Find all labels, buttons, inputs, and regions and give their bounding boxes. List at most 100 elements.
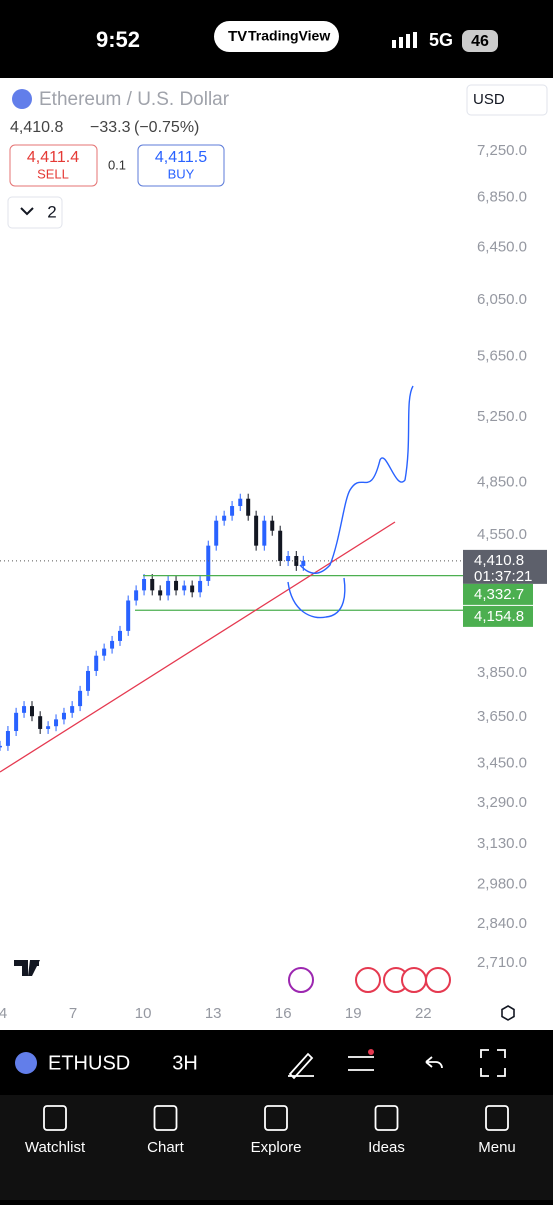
app-logo: TV <box>228 28 247 45</box>
y-tick-label: 6,850.0 <box>477 189 527 206</box>
settings-icon[interactable] <box>501 1005 515 1021</box>
countdown: 01:37:21 <box>474 568 532 585</box>
candle <box>206 545 211 581</box>
y-tick-label: 6,450.0 <box>477 238 527 255</box>
buy-button[interactable] <box>137 144 225 187</box>
toolbar-symbol[interactable]: ETHUSD <box>48 1052 130 1074</box>
y-tick-label: 6,050.0 <box>477 291 527 308</box>
indicators-tool[interactable] <box>348 1056 374 1071</box>
candle <box>0 745 2 748</box>
network: 5G <box>429 30 453 50</box>
y-tick-label: 3,850.0 <box>477 664 527 681</box>
y-tick-label: 3,450.0 <box>477 755 527 772</box>
candle <box>214 520 219 546</box>
candle <box>198 580 203 593</box>
y-tick-label: 7,250.0 <box>477 142 527 159</box>
tab-icon <box>485 1105 509 1131</box>
candle <box>182 585 187 591</box>
candle <box>301 560 306 566</box>
eth-icon <box>15 1052 37 1074</box>
trend-line <box>0 521 396 773</box>
candle <box>94 655 99 671</box>
candle <box>166 580 171 596</box>
app-pill <box>214 21 339 52</box>
last-price-badge <box>463 549 547 584</box>
y-tick-label: 2,980.0 <box>477 875 527 892</box>
tv-logo <box>14 960 40 976</box>
y-tick-label: 2,710.0 <box>477 954 527 971</box>
candle <box>238 498 243 507</box>
candle <box>70 706 75 713</box>
toolbar-interval[interactable]: 3H <box>172 1052 198 1074</box>
tabs: Watchlist Chart Explore Ideas Menu <box>25 1105 516 1156</box>
y-tick-label: 2,840.0 <box>477 915 527 932</box>
event-flags[interactable] <box>355 967 451 993</box>
y-tick-label: 3,290.0 <box>477 794 527 811</box>
tab-icon <box>264 1105 288 1131</box>
fullscreen[interactable] <box>480 1049 506 1077</box>
tab-label[interactable]: Ideas <box>368 1139 405 1156</box>
candle <box>110 640 115 649</box>
event-icon[interactable] <box>288 967 314 993</box>
plot: 7,250.0 6,850.0 6,450.0 6,050.0 5,650.0 5,250… <box>0 142 547 1022</box>
x-tick-label: 13 <box>205 1005 222 1022</box>
time: 9:52 <box>96 27 140 52</box>
indicators-toggle[interactable] <box>7 196 63 229</box>
quote: 4,410.8 <box>10 119 63 136</box>
candle <box>246 498 251 516</box>
candle <box>102 648 107 656</box>
candle <box>118 630 123 641</box>
candle <box>222 515 227 521</box>
tab-label[interactable]: Watchlist <box>25 1139 86 1156</box>
candle <box>286 555 291 562</box>
candle <box>78 690 83 707</box>
currency: USD <box>473 91 505 108</box>
x-tick-label: 10 <box>135 1005 152 1022</box>
candle <box>134 590 139 601</box>
tab-label[interactable]: Menu <box>478 1139 516 1156</box>
candle <box>158 590 163 596</box>
x-tick-label: 19 <box>345 1005 362 1022</box>
candle <box>174 580 179 591</box>
candle <box>14 712 19 732</box>
battery-level: 46 <box>471 33 489 50</box>
y-tick-label: 3,130.0 <box>477 835 527 852</box>
tab-label[interactable]: Explore <box>251 1139 302 1156</box>
candle <box>142 579 147 591</box>
candle <box>278 530 283 562</box>
app-name: TradingView <box>248 28 330 44</box>
sell-label: SELL <box>37 166 69 181</box>
tab-icon <box>153 1105 178 1131</box>
buy-price: 4,411.5 <box>155 149 207 166</box>
candle <box>150 579 155 591</box>
undo[interactable] <box>425 1056 443 1069</box>
candle <box>254 515 259 546</box>
x-tick-label: 22 <box>415 1005 432 1022</box>
x-tick-label: 4 <box>0 1005 7 1022</box>
symbol-title: Ethereum / U.S. Dollar <box>39 89 230 110</box>
y-tick-label: 5,250.0 <box>477 408 527 425</box>
buy-label: BUY <box>168 166 195 181</box>
level-badge <box>463 605 533 627</box>
candle <box>270 520 275 531</box>
y-tick-label: 4,550.0 <box>477 526 527 543</box>
toolbar <box>0 1030 553 1095</box>
change-pct: (−0.75%) <box>134 119 199 136</box>
sell-button[interactable] <box>9 144 98 187</box>
draw-tool[interactable] <box>288 1052 314 1080</box>
level-label: 4,332.7 <box>474 586 524 603</box>
x-tick-label: 7 <box>69 1005 77 1022</box>
tab-label[interactable]: Chart <box>147 1139 185 1156</box>
candle <box>22 706 27 713</box>
sell-price: 4,411.4 <box>27 149 79 166</box>
currency-select[interactable] <box>466 84 548 116</box>
candle <box>61 712 66 720</box>
drawing <box>287 577 346 619</box>
candle <box>190 585 195 593</box>
y-tick-label: 5,650.0 <box>477 348 527 365</box>
candle <box>126 600 131 631</box>
spread: 0.1 <box>108 157 126 172</box>
eth-icon <box>12 89 32 109</box>
y-tick-label: 3,650.0 <box>477 708 527 725</box>
